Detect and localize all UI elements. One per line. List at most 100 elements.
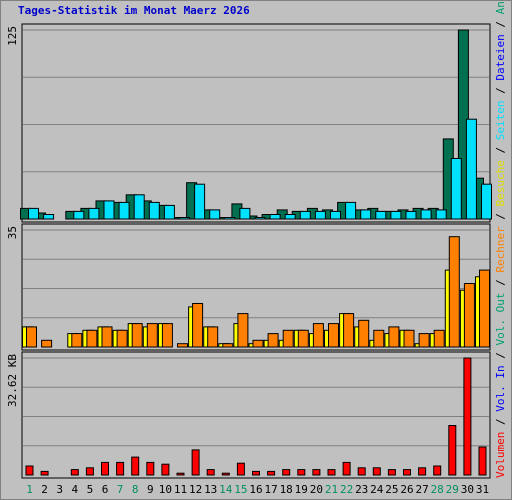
- y-max-label: 125: [6, 26, 19, 46]
- bar-seiten-day-10: [163, 204, 175, 220]
- bar-seiten-day-6: [103, 200, 115, 220]
- bar-volumen-day-29: [448, 425, 457, 476]
- legend: Volumen / Vol. In / Vol. Out / Rechner /…: [494, 0, 507, 478]
- bar-rechner-day-25: [388, 326, 400, 348]
- x-tick-label-day-8: 8: [132, 483, 139, 496]
- x-tick-label-day-21: 21: [325, 483, 338, 496]
- bar-rechner-day-24: [373, 329, 385, 348]
- bar-rechner-day-21: [328, 323, 339, 348]
- legend-entry-volumen: Volumen: [494, 432, 507, 478]
- legend-text: Volumen / Vol. In / Vol. Out / Rechner /…: [494, 0, 507, 478]
- x-tick-label-day-6: 6: [102, 483, 109, 496]
- bar-rechner-day-1: [26, 326, 37, 348]
- bar-seiten-day-1: [28, 207, 39, 220]
- bar-seiten-day-2: [43, 214, 55, 220]
- bar-volumen-day-8: [131, 456, 140, 476]
- x-tick-label-day-4: 4: [71, 483, 78, 496]
- x-tick-label-day-25: 25: [385, 483, 398, 496]
- x-axis-labels: 1 2 3 4 5 6 7 8 9 10 11 12 13 14 15 16 17 18 19 20 21 22 23 24 2…: [26, 483, 489, 496]
- bar-volumen-day-20: [312, 469, 321, 476]
- bar-rechner-day-26: [403, 329, 415, 348]
- bar-volumen-day-25: [387, 469, 396, 476]
- bar-rechner-day-19: [297, 329, 309, 348]
- bar-rechner-day-18: [282, 329, 294, 348]
- bar-volumen-day-31: [478, 446, 487, 476]
- bar-rechner-day-17: [267, 333, 279, 348]
- x-tick-label-day-31: 31: [476, 483, 489, 496]
- bar-rechner-day-27: [418, 333, 430, 348]
- bar-volumen-day-30: [463, 357, 472, 476]
- bar-seiten-day-9: [148, 201, 160, 220]
- bar-seiten-day-27: [420, 209, 432, 220]
- bar-seiten-day-18: [284, 214, 296, 220]
- y-max-label: 35: [6, 226, 19, 239]
- x-tick-label-day-26: 26: [400, 483, 413, 496]
- bar-seiten-day-8: [133, 194, 145, 220]
- bar-volumen-day-21: [327, 469, 336, 476]
- x-tick-label-day-24: 24: [370, 483, 384, 496]
- legend-entry-vol-in: Vol. In: [494, 365, 507, 411]
- legend-separator: /: [494, 273, 507, 293]
- bar-volumen-day-4: [70, 469, 79, 476]
- legend-entry-rechner: Rechner: [494, 226, 507, 273]
- legend-separator: /: [494, 206, 507, 226]
- x-tick-label-day-17: 17: [264, 483, 277, 496]
- bar-seiten-day-12: [194, 183, 206, 220]
- legend-entry-seiten: Seiten: [494, 100, 507, 140]
- legend-entry-besuche: Besuche: [494, 160, 507, 206]
- bar-volumen-day-27: [418, 467, 427, 476]
- chart-title: Tages-Statistik im Monat Maerz 2026: [18, 4, 250, 17]
- bar-rechner-day-22: [343, 313, 355, 348]
- panel-volume: 32.62 KB: [6, 351, 491, 479]
- x-tick-label-day-3: 3: [56, 483, 63, 496]
- bar-seiten-day-31: [481, 183, 492, 220]
- x-tick-label-day-9: 9: [147, 483, 154, 496]
- x-tick-label-day-5: 5: [87, 483, 94, 496]
- bar-seiten-day-15: [239, 207, 251, 220]
- x-tick-label-day-23: 23: [355, 483, 368, 496]
- bar-rechner-day-14: [222, 343, 234, 348]
- legend-entry-dateien: Dateien: [494, 34, 507, 80]
- x-tick-label-day-11: 11: [174, 483, 187, 496]
- bar-rechner-day-31: [479, 269, 490, 348]
- x-tick-label-day-10: 10: [159, 483, 172, 496]
- bar-volumen-day-1: [25, 465, 34, 476]
- bar-volumen-day-7: [116, 461, 125, 476]
- bar-seiten-day-16: [254, 217, 266, 220]
- x-tick-label-day-13: 13: [204, 483, 217, 496]
- bar-seiten-day-22: [345, 201, 357, 220]
- x-tick-label-day-19: 19: [295, 483, 308, 496]
- bar-seiten-day-19: [299, 210, 311, 220]
- x-tick-label-day-22: 22: [340, 483, 353, 496]
- bar-rechner-day-15: [237, 313, 249, 348]
- bar-volumen-day-10: [161, 463, 170, 476]
- bar-volumen-day-19: [297, 469, 306, 476]
- bar-volumen-day-15: [236, 462, 245, 476]
- bar-seiten-day-7: [118, 201, 130, 220]
- bar-volumen-day-13: [206, 469, 215, 476]
- panel-hits: 125: [6, 23, 492, 223]
- x-tick-label-day-2: 2: [41, 483, 48, 496]
- bar-rechner-day-11: [177, 343, 188, 348]
- x-tick-label-day-12: 12: [189, 483, 202, 496]
- bar-seiten-day-29: [450, 158, 462, 220]
- x-tick-label-day-28: 28: [431, 483, 444, 496]
- bar-seiten-day-28: [435, 209, 447, 220]
- bar-rechner-day-9: [146, 323, 158, 348]
- bar-volumen-day-5: [85, 467, 94, 476]
- bar-seiten-day-17: [269, 214, 281, 220]
- bar-rechner-day-13: [207, 326, 219, 348]
- legend-separator: /: [494, 14, 507, 34]
- bar-volumen-day-23: [357, 467, 366, 476]
- bar-volumen-day-17: [267, 470, 276, 476]
- bar-volumen-day-9: [146, 461, 155, 476]
- legend-separator: /: [494, 81, 507, 101]
- legend-separator: /: [494, 140, 507, 160]
- bar-volumen-day-14: [221, 472, 230, 476]
- bar-rechner-day-12: [192, 303, 204, 348]
- bar-volumen-day-12: [191, 449, 200, 476]
- bar-seiten-day-13: [209, 209, 221, 220]
- bar-volumen-day-6: [101, 461, 109, 476]
- bar-rechner-day-28: [433, 329, 445, 348]
- bar-seiten-day-4: [73, 210, 85, 220]
